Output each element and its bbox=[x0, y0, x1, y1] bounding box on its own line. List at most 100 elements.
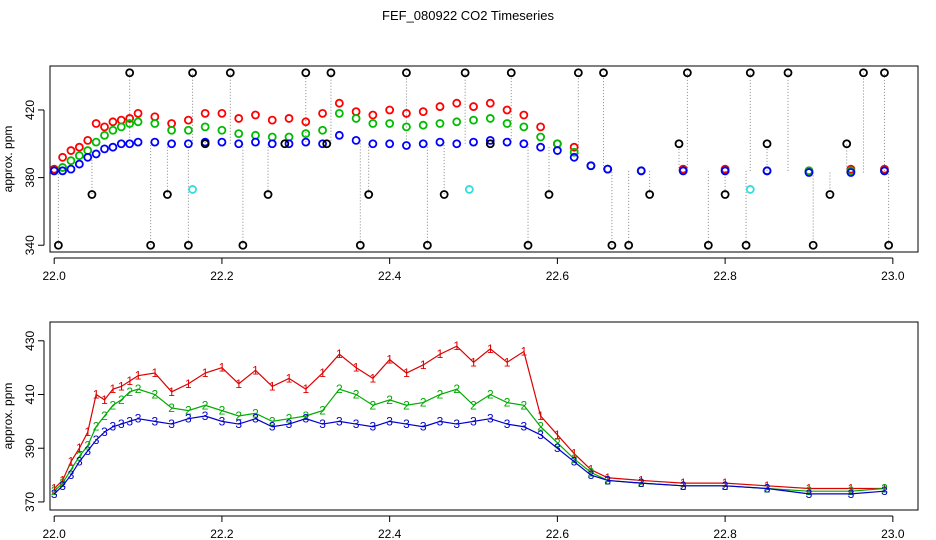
bottom-point-label-1: 1 bbox=[722, 476, 729, 490]
top-point-red bbox=[91, 119, 101, 128]
top-point-red bbox=[108, 117, 118, 127]
top-point-black bbox=[200, 139, 210, 149]
top-plot-frame bbox=[49, 65, 919, 253]
bottom-point-label-2: 2 bbox=[504, 396, 511, 410]
bottom-point-label-2: 2 bbox=[219, 404, 226, 418]
top-point-red bbox=[418, 107, 428, 117]
bottom-point-label-3: 3 bbox=[504, 417, 511, 431]
bottom-point-label-2: 2 bbox=[93, 420, 100, 434]
top-point-black bbox=[163, 190, 172, 199]
bottom-point-label-2: 2 bbox=[806, 484, 813, 498]
top-point-blue bbox=[603, 164, 613, 174]
bottom-point-label-2: 2 bbox=[470, 398, 477, 412]
bottom-point-label-2: 2 bbox=[370, 398, 377, 412]
bottom-point-label-3: 3 bbox=[588, 468, 595, 482]
top-point-red bbox=[485, 98, 495, 108]
bottom-point-label-3: 3 bbox=[118, 417, 125, 431]
top-point-blue bbox=[183, 139, 193, 149]
bottom-point-label-1: 1 bbox=[806, 482, 813, 496]
bottom-point-label-1: 1 bbox=[286, 371, 293, 385]
top-point-blue bbox=[267, 139, 277, 149]
top-point-black bbox=[523, 240, 533, 250]
bottom-point-label-3: 3 bbox=[59, 479, 66, 493]
top-x-tick-label: 22.0 bbox=[43, 269, 67, 283]
bottom-point-label-3: 3 bbox=[269, 420, 276, 434]
bottom-point-label-1: 1 bbox=[126, 374, 133, 388]
bottom-point-label-2: 2 bbox=[110, 398, 117, 412]
bottom-x-tick-label: 22.0 bbox=[43, 527, 67, 540]
bottom-point-label-2: 2 bbox=[252, 406, 259, 420]
bottom-point-label-3: 3 bbox=[403, 417, 410, 431]
bottom-point-label-3: 3 bbox=[680, 479, 687, 493]
top-point-green bbox=[150, 119, 160, 128]
bottom-point-label-3: 3 bbox=[219, 414, 226, 428]
top-point-blue bbox=[83, 152, 93, 162]
top-point-blue bbox=[536, 142, 546, 152]
bottom-point-label-1: 1 bbox=[370, 371, 377, 385]
top-point-green bbox=[74, 151, 84, 161]
top-point-black bbox=[703, 240, 713, 250]
top-point-black bbox=[364, 190, 374, 199]
bottom-point-label-1: 1 bbox=[202, 366, 209, 380]
top-point-blue bbox=[402, 141, 411, 150]
bottom-point-label-1: 1 bbox=[68, 455, 75, 469]
bottom-point-label-2: 2 bbox=[126, 385, 133, 399]
bottom-point-label-1: 1 bbox=[319, 366, 326, 380]
top-point-black bbox=[485, 139, 495, 149]
top-point-red bbox=[183, 115, 193, 125]
bottom-point-label-1: 1 bbox=[118, 379, 125, 393]
top-point-red bbox=[536, 122, 546, 132]
top-point-black bbox=[238, 240, 248, 250]
top-point-black bbox=[884, 240, 894, 250]
bottom-point-label-3: 3 bbox=[252, 412, 259, 426]
bottom-point-label-1: 1 bbox=[420, 358, 427, 372]
bottom-point-label-3: 3 bbox=[604, 473, 611, 487]
top-point-green bbox=[569, 147, 579, 157]
bottom-point-label-3: 3 bbox=[881, 484, 888, 498]
top-point-red bbox=[469, 102, 478, 111]
top-point-blue bbox=[318, 139, 327, 149]
top-point-green bbox=[100, 130, 109, 140]
bottom-point-label-1: 1 bbox=[638, 473, 645, 487]
bottom-point-label-3: 3 bbox=[386, 414, 393, 428]
top-point-blue bbox=[569, 152, 579, 162]
top-point-blue bbox=[636, 166, 646, 176]
bottom-point-label-3: 3 bbox=[353, 417, 360, 431]
top-point-red bbox=[569, 142, 579, 152]
bottom-point-label-2: 2 bbox=[571, 452, 578, 466]
bottom-x-tick-label: 22.2 bbox=[210, 527, 234, 540]
top-point-blue bbox=[108, 142, 118, 152]
top-point-black bbox=[682, 68, 692, 78]
bottom-point-label-3: 3 bbox=[68, 468, 75, 482]
top-point-blue bbox=[125, 139, 135, 149]
top-point-blue bbox=[418, 139, 428, 149]
top-point-blue bbox=[100, 144, 109, 154]
top-point-green bbox=[385, 119, 395, 128]
top-point-black bbox=[573, 68, 583, 78]
bottom-point-label-2: 2 bbox=[588, 465, 595, 479]
bottom-x-tick-label: 23.0 bbox=[881, 527, 905, 540]
bottom-point-label-2: 2 bbox=[235, 409, 242, 423]
bottom-x-tick-label: 22.4 bbox=[378, 527, 402, 540]
top-point-blue bbox=[116, 139, 126, 149]
top-point-green bbox=[452, 117, 462, 127]
top-point-green bbox=[502, 119, 512, 128]
bottom-y-axis-label: approx. ppm bbox=[1, 383, 15, 450]
top-point-green bbox=[418, 120, 428, 130]
top-point-blue bbox=[284, 139, 294, 149]
bottom-point-label-2: 2 bbox=[848, 484, 855, 498]
top-x-tick-label: 22.6 bbox=[546, 269, 570, 283]
top-point-black bbox=[544, 190, 554, 199]
bottom-point-label-2: 2 bbox=[437, 388, 444, 402]
top-point-blue bbox=[385, 139, 395, 149]
top-point-black bbox=[263, 190, 273, 199]
top-point-blue bbox=[846, 168, 856, 177]
top-point-red bbox=[58, 152, 67, 162]
bottom-point-label-3: 3 bbox=[722, 479, 729, 493]
bottom-point-label-1: 1 bbox=[219, 361, 226, 375]
top-point-green bbox=[318, 125, 327, 135]
top-point-black bbox=[880, 68, 889, 78]
top-point-blue bbox=[880, 166, 889, 176]
bottom-point-label-2: 2 bbox=[302, 409, 309, 423]
top-point-green bbox=[200, 122, 210, 132]
